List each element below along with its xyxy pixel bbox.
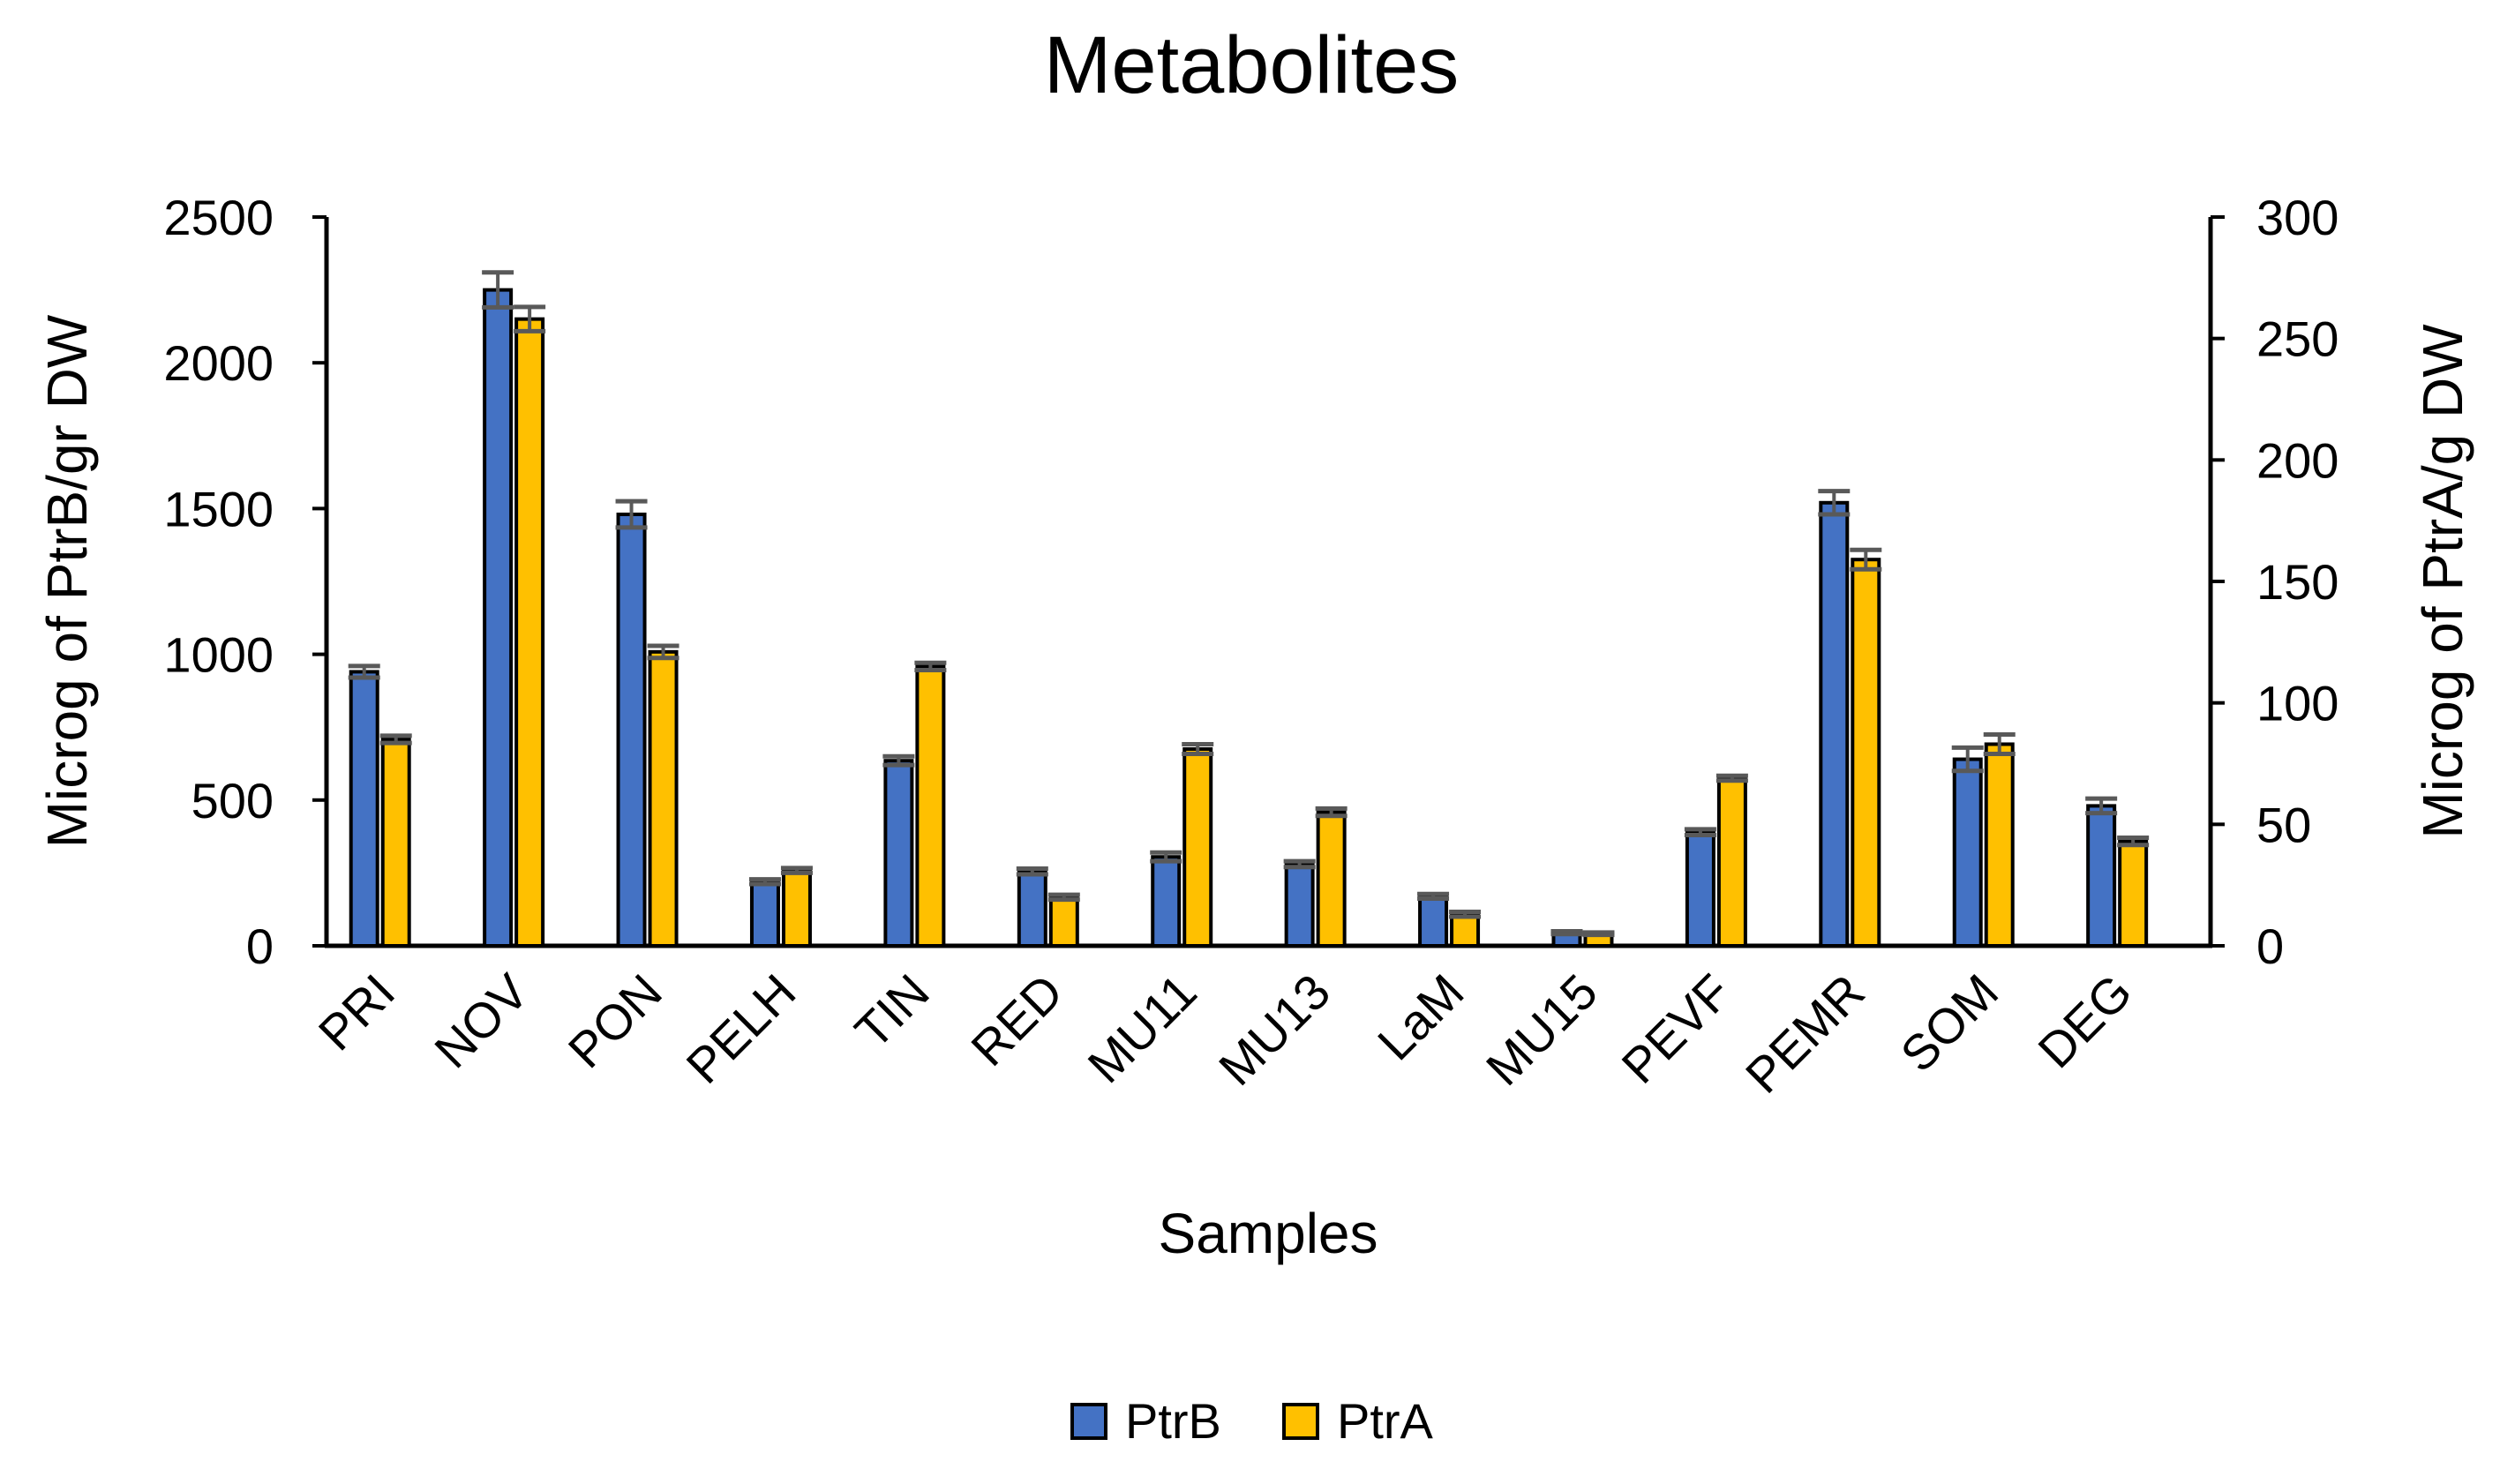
right-tick-label: 50: [2256, 797, 2311, 852]
left-tick-label: 500: [191, 773, 274, 828]
right-tick-label: 150: [2256, 554, 2339, 610]
category-label: MU13: [1208, 963, 1340, 1096]
bar-ptrb: [1284, 862, 1315, 948]
bar-ptrb: [749, 880, 780, 948]
chart-title: Metabolites: [1044, 20, 1459, 110]
bar-ptrb: [883, 759, 914, 948]
category-label: PEVF: [1610, 963, 1741, 1094]
bar-ptra: [2118, 839, 2149, 948]
left-tick-label: 1500: [163, 481, 274, 536]
bar-ptrb: [616, 513, 647, 948]
bar-ptrb: [2086, 804, 2117, 948]
left-tick-label: 2000: [163, 335, 274, 391]
bar-ptrb: [483, 288, 514, 948]
category-label: SOM: [1889, 963, 2008, 1083]
bar-ptra: [1316, 810, 1347, 948]
left-tick-label: 2500: [163, 190, 274, 245]
legend-swatch-ptrb: [1070, 1403, 1107, 1440]
bar-group: [348, 270, 2150, 948]
bar-ptrb: [349, 670, 379, 948]
bar-ptra: [514, 317, 545, 948]
right-tick-group: 0 50 100 150 200 250 300: [2211, 190, 2339, 974]
right-tick-label: 300: [2256, 190, 2339, 245]
bar-ptrb: [1952, 757, 1983, 948]
bar-ptra: [1450, 912, 1481, 948]
category-label: PEMR: [1735, 963, 1875, 1104]
category-label: TIN: [845, 963, 940, 1059]
right-tick-label: 200: [2256, 432, 2339, 488]
category-label: PELH: [675, 963, 806, 1094]
bar-ptrb: [1418, 894, 1449, 948]
y2-axis-title: Microg of PtrA/g DW: [2411, 324, 2474, 839]
left-tick-label: 0: [246, 918, 274, 974]
bar-ptra: [1716, 776, 1747, 948]
category-label-group: PRI NOV PON PELH TIN RED MU11 MU13 LaM MU15 PEVFPE…: [308, 963, 2143, 1103]
category-label: PRI: [308, 963, 406, 1061]
bar-ptrb: [1819, 500, 1850, 948]
right-tick-label: 100: [2256, 676, 2339, 731]
right-tick-label: 0: [2256, 918, 2284, 974]
bar-ptrb: [1151, 855, 1182, 948]
category-label: DEG: [2027, 963, 2142, 1078]
category-label: RED: [960, 963, 1073, 1076]
left-tick-label: 1000: [163, 627, 274, 683]
category-label: MU15: [1475, 963, 1608, 1096]
right-tick-label: 250: [2256, 311, 2339, 367]
bar-ptra: [781, 868, 812, 948]
bar-ptra: [1182, 746, 1213, 948]
bar-ptra: [380, 737, 411, 948]
legend-label-ptra: PtrA: [1337, 1393, 1434, 1449]
bar-ptra: [1984, 742, 2015, 948]
x-axis-title: Samples: [1159, 1202, 1378, 1265]
bar-ptra: [648, 649, 679, 948]
bar-ptrb: [1017, 869, 1047, 948]
legend-label-ptrb: PtrB: [1125, 1393, 1221, 1449]
legend-swatch-ptra: [1282, 1403, 1319, 1440]
y-axis-title: Microg of PtrB/gr DW: [35, 314, 99, 848]
left-tick-group: 0 500 1000 1500 2000 2500: [163, 190, 327, 974]
category-label: PON: [558, 963, 672, 1078]
legend: PtrB PtrA: [1070, 1393, 1434, 1449]
category-label: LaM: [1367, 963, 1475, 1071]
category-label: MU11: [1077, 963, 1206, 1093]
category-label: NOV: [424, 963, 539, 1078]
bar-ptrb: [1685, 830, 1715, 948]
bar-ptra: [1851, 558, 1881, 948]
bar-ptra: [915, 664, 946, 948]
bar-ptra: [1048, 895, 1079, 948]
